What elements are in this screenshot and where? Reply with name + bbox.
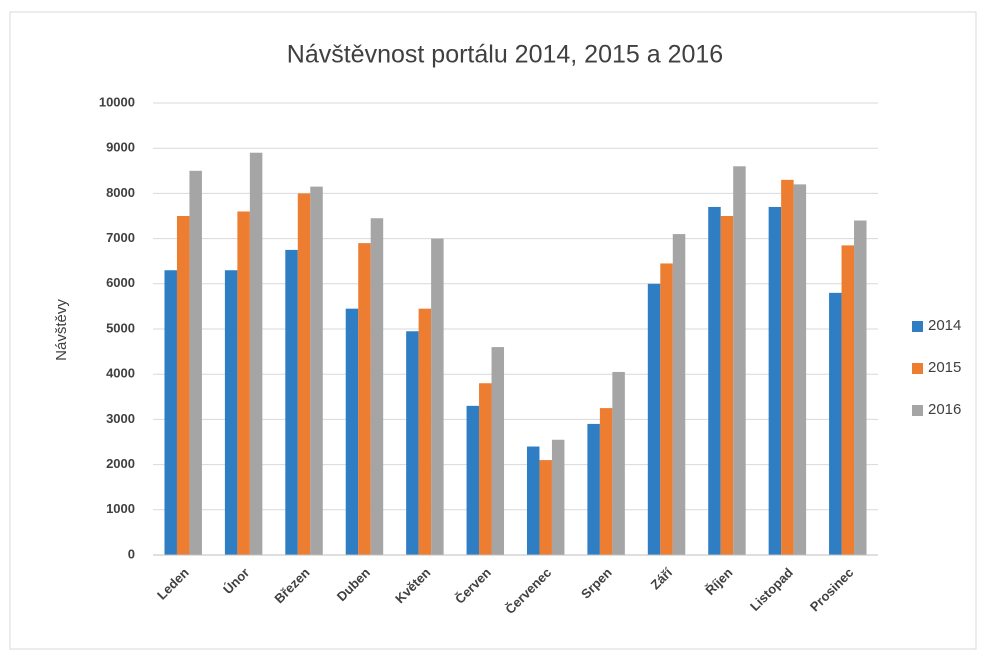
bar xyxy=(237,211,250,556)
bar xyxy=(854,220,867,555)
bar xyxy=(526,446,540,555)
legend-label: 2016 xyxy=(928,401,961,418)
bar xyxy=(370,218,384,555)
bar xyxy=(224,270,238,555)
bar xyxy=(406,331,419,555)
bar xyxy=(539,460,552,555)
bar xyxy=(793,184,807,556)
y-tick-label: 1000 xyxy=(106,501,135,516)
legend-swatch xyxy=(912,363,923,374)
bar xyxy=(176,216,190,555)
y-tick-label: 5000 xyxy=(106,320,135,335)
bar xyxy=(249,152,263,555)
bar xyxy=(768,206,782,555)
bar xyxy=(551,439,565,555)
bar xyxy=(841,245,855,555)
bar xyxy=(672,234,686,555)
bar xyxy=(310,186,323,555)
bar xyxy=(829,292,842,555)
bar xyxy=(466,405,480,555)
bar xyxy=(418,308,432,555)
y-tick-label: 6000 xyxy=(106,275,135,290)
y-tick-label: 8000 xyxy=(106,185,135,200)
y-tick-label: 4000 xyxy=(106,366,135,381)
legend-label: 2015 xyxy=(928,359,961,376)
bar xyxy=(612,371,625,555)
legend-label: 2014 xyxy=(928,317,961,334)
bar xyxy=(720,216,734,555)
legend-swatch xyxy=(912,405,923,416)
bar xyxy=(164,270,177,555)
y-tick-label: 7000 xyxy=(106,230,135,245)
bar xyxy=(647,283,661,555)
bar xyxy=(781,179,794,555)
bar xyxy=(479,383,492,555)
bar xyxy=(599,408,613,555)
bar xyxy=(297,193,311,555)
bar xyxy=(431,238,444,555)
y-tick-label: 0 xyxy=(128,546,135,561)
bar xyxy=(708,206,721,555)
y-tick-label: 3000 xyxy=(106,411,135,426)
bar xyxy=(491,347,505,555)
y-tick-label: 9000 xyxy=(106,140,135,155)
bar xyxy=(358,243,371,555)
bar xyxy=(587,423,600,555)
bar xyxy=(345,308,359,555)
bar xyxy=(733,166,746,555)
legend-swatch xyxy=(912,321,923,332)
bar xyxy=(660,263,673,555)
y-tick-label: 10000 xyxy=(99,94,135,109)
bar xyxy=(189,170,202,556)
y-tick-label: 2000 xyxy=(106,456,135,471)
y-axis-label: Návštěvy xyxy=(53,299,70,361)
chart-title: Návštěvnost portálu 2014, 2015 a 2016 xyxy=(287,41,723,69)
bar xyxy=(285,249,298,555)
